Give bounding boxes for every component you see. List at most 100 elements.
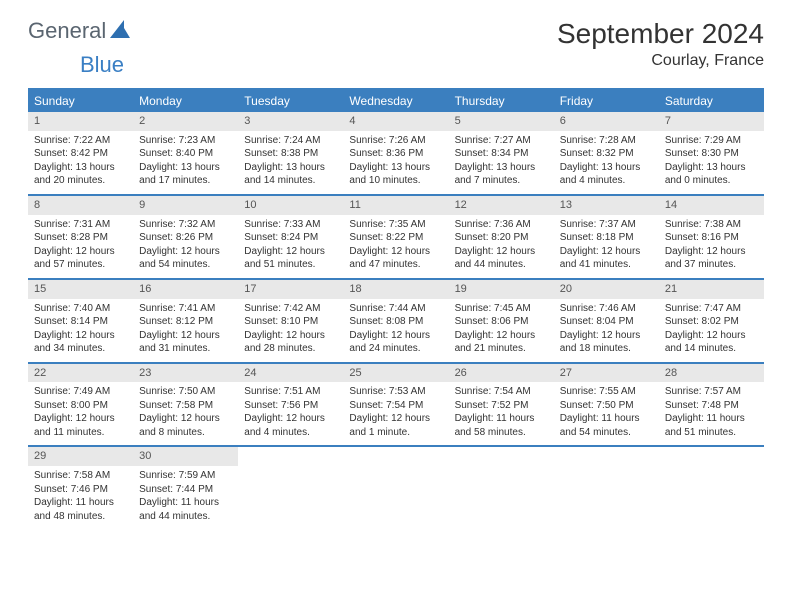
day-number: 16 <box>133 280 238 299</box>
sunrise-line: Sunrise: 7:26 AM <box>349 134 442 148</box>
day-number: 9 <box>133 196 238 215</box>
day-cell: 3Sunrise: 7:24 AMSunset: 8:38 PMDaylight… <box>238 112 343 194</box>
sunset-line: Sunset: 8:06 PM <box>455 315 548 329</box>
page-title: September 2024 <box>557 18 764 50</box>
sunrise-line: Sunrise: 7:55 AM <box>560 385 653 399</box>
day-number: 25 <box>343 364 448 383</box>
sunset-line: Sunset: 8:12 PM <box>139 315 232 329</box>
day-cell: 23Sunrise: 7:50 AMSunset: 7:58 PMDayligh… <box>133 364 238 446</box>
day-cell: 5Sunrise: 7:27 AMSunset: 8:34 PMDaylight… <box>449 112 554 194</box>
day-body: Sunrise: 7:27 AMSunset: 8:34 PMDaylight:… <box>449 131 554 194</box>
day-number: 14 <box>659 196 764 215</box>
day-cell: 1 Sunrise: 7:22 AMSunset: 8:42 PMDaylight… <box>28 112 133 194</box>
daylight-line: Daylight: 11 hours and 58 minutes. <box>455 412 548 439</box>
sunset-line: Sunset: 7:48 PM <box>665 399 758 413</box>
sunrise-line: Sunrise: 7:54 AM <box>455 385 548 399</box>
week-row: 29Sunrise: 7:58 AMSunset: 7:46 PMDayligh… <box>28 447 764 529</box>
weekday-header: Thursday <box>449 90 554 112</box>
day-cell: 2Sunrise: 7:23 AMSunset: 8:40 PMDaylight… <box>133 112 238 194</box>
week-row: 22Sunrise: 7:49 AMSunset: 8:00 PMDayligh… <box>28 364 764 448</box>
day-number: 5 <box>449 112 554 131</box>
daylight-line: Daylight: 13 hours and 20 minutes. <box>34 161 127 188</box>
calendar: Sunday Monday Tuesday Wednesday Thursday… <box>28 88 764 529</box>
sunset-line: Sunset: 7:46 PM <box>34 483 127 497</box>
day-number: 26 <box>449 364 554 383</box>
day-number: 18 <box>343 280 448 299</box>
day-cell: 20Sunrise: 7:46 AMSunset: 8:04 PMDayligh… <box>554 280 659 362</box>
day-number: 2 <box>133 112 238 131</box>
day-number: 15 <box>28 280 133 299</box>
day-body: Sunrise: 7:45 AMSunset: 8:06 PMDaylight:… <box>449 299 554 362</box>
day-body: Sunrise: 7:42 AMSunset: 8:10 PMDaylight:… <box>238 299 343 362</box>
day-cell: 24Sunrise: 7:51 AMSunset: 7:56 PMDayligh… <box>238 364 343 446</box>
day-number: 29 <box>28 447 133 466</box>
day-body: Sunrise: 7:36 AMSunset: 8:20 PMDaylight:… <box>449 215 554 278</box>
day-number: 6 <box>554 112 659 131</box>
daylight-line: Daylight: 12 hours and 34 minutes. <box>34 329 127 356</box>
day-body: Sunrise: 7:38 AMSunset: 8:16 PMDaylight:… <box>659 215 764 278</box>
sunrise-line: Sunrise: 7:33 AM <box>244 218 337 232</box>
day-cell: 16Sunrise: 7:41 AMSunset: 8:12 PMDayligh… <box>133 280 238 362</box>
day-cell: 28Sunrise: 7:57 AMSunset: 7:48 PMDayligh… <box>659 364 764 446</box>
title-block: September 2024 Courlay, France <box>557 18 764 70</box>
daylight-line: Daylight: 12 hours and 11 minutes. <box>34 412 127 439</box>
sunrise-line: Sunrise: 7:22 AM <box>34 134 127 148</box>
day-body: Sunrise: 7:41 AMSunset: 8:12 PMDaylight:… <box>133 299 238 362</box>
day-number: 1 <box>28 112 133 131</box>
day-number: 27 <box>554 364 659 383</box>
day-number: 23 <box>133 364 238 383</box>
sunrise-line: Sunrise: 7:35 AM <box>349 218 442 232</box>
sunrise-line: Sunrise: 7:46 AM <box>560 302 653 316</box>
week-row: 15Sunrise: 7:40 AMSunset: 8:14 PMDayligh… <box>28 280 764 364</box>
day-body: Sunrise: 7:44 AMSunset: 8:08 PMDaylight:… <box>343 299 448 362</box>
sunset-line: Sunset: 8:00 PM <box>34 399 127 413</box>
daylight-line: Daylight: 12 hours and 1 minute. <box>349 412 442 439</box>
daylight-line: Daylight: 12 hours and 37 minutes. <box>665 245 758 272</box>
day-body: Sunrise: 7:24 AMSunset: 8:38 PMDaylight:… <box>238 131 343 194</box>
day-cell: 27Sunrise: 7:55 AMSunset: 7:50 PMDayligh… <box>554 364 659 446</box>
day-body: Sunrise: 7:50 AMSunset: 7:58 PMDaylight:… <box>133 382 238 445</box>
daylight-line: Daylight: 13 hours and 0 minutes. <box>665 161 758 188</box>
day-body: Sunrise: 7:37 AMSunset: 8:18 PMDaylight:… <box>554 215 659 278</box>
sunset-line: Sunset: 8:30 PM <box>665 147 758 161</box>
sunrise-line: Sunrise: 7:41 AM <box>139 302 232 316</box>
daylight-line: Daylight: 11 hours and 48 minutes. <box>34 496 127 523</box>
sunrise-line: Sunrise: 7:51 AM <box>244 385 337 399</box>
day-body: Sunrise: 7:53 AMSunset: 7:54 PMDaylight:… <box>343 382 448 445</box>
daylight-line: Daylight: 12 hours and 14 minutes. <box>665 329 758 356</box>
day-number: 22 <box>28 364 133 383</box>
daylight-line: Daylight: 12 hours and 51 minutes. <box>244 245 337 272</box>
sunrise-line: Sunrise: 7:24 AM <box>244 134 337 148</box>
sunrise-line: Sunrise: 7:32 AM <box>139 218 232 232</box>
daylight-line: Daylight: 13 hours and 14 minutes. <box>244 161 337 188</box>
sunset-line: Sunset: 8:14 PM <box>34 315 127 329</box>
sunrise-line: Sunrise: 7:28 AM <box>560 134 653 148</box>
day-cell: 21Sunrise: 7:47 AMSunset: 8:02 PMDayligh… <box>659 280 764 362</box>
sunset-line: Sunset: 8:08 PM <box>349 315 442 329</box>
sunset-line: Sunset: 8:42 PM <box>34 147 127 161</box>
weekday-header: Wednesday <box>343 90 448 112</box>
daylight-line: Daylight: 11 hours and 51 minutes. <box>665 412 758 439</box>
day-body: Sunrise: 7:32 AMSunset: 8:26 PMDaylight:… <box>133 215 238 278</box>
weekday-header: Sunday <box>28 90 133 112</box>
day-body: Sunrise: 7:33 AMSunset: 8:24 PMDaylight:… <box>238 215 343 278</box>
day-cell: 18Sunrise: 7:44 AMSunset: 8:08 PMDayligh… <box>343 280 448 362</box>
day-body: Sunrise: 7:57 AMSunset: 7:48 PMDaylight:… <box>659 382 764 445</box>
daylight-line: Daylight: 12 hours and 41 minutes. <box>560 245 653 272</box>
sunrise-line: Sunrise: 7:38 AM <box>665 218 758 232</box>
sail-icon <box>110 20 130 43</box>
day-body: Sunrise: 7:47 AMSunset: 8:02 PMDaylight:… <box>659 299 764 362</box>
day-cell: 6Sunrise: 7:28 AMSunset: 8:32 PMDaylight… <box>554 112 659 194</box>
sunset-line: Sunset: 8:16 PM <box>665 231 758 245</box>
day-number: 13 <box>554 196 659 215</box>
day-number: 3 <box>238 112 343 131</box>
sunset-line: Sunset: 7:56 PM <box>244 399 337 413</box>
day-cell: 25Sunrise: 7:53 AMSunset: 7:54 PMDayligh… <box>343 364 448 446</box>
location: Courlay, France <box>557 52 764 70</box>
day-cell: 29Sunrise: 7:58 AMSunset: 7:46 PMDayligh… <box>28 447 133 529</box>
day-cell: 9Sunrise: 7:32 AMSunset: 8:26 PMDaylight… <box>133 196 238 278</box>
daylight-line: Daylight: 13 hours and 4 minutes. <box>560 161 653 188</box>
sunrise-line: Sunrise: 7:36 AM <box>455 218 548 232</box>
daylight-line: Daylight: 12 hours and 8 minutes. <box>139 412 232 439</box>
logo: General <box>28 18 132 44</box>
